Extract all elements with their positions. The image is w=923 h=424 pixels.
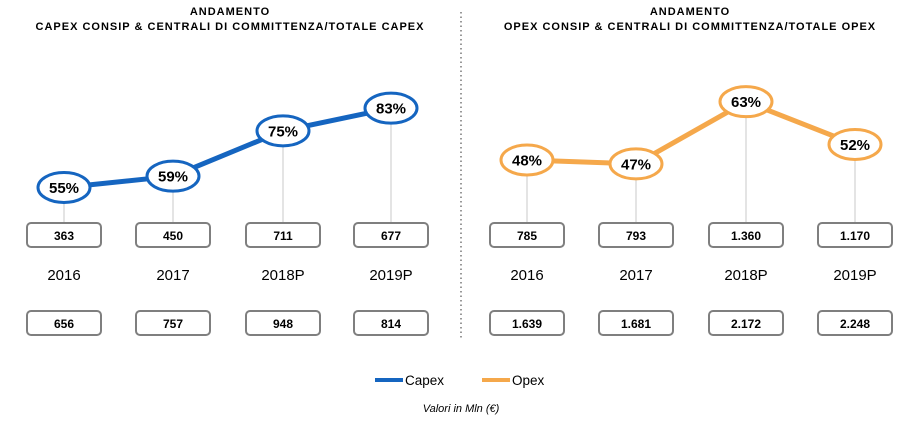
capex-point-label-2: 75% [268, 123, 298, 140]
opex-row2-box-1 [598, 310, 674, 336]
opex-title-line2: OPEX CONSIP & CENTRALI DI COMMITTENZA/TO… [504, 21, 876, 33]
legend-capex-label: Capex [405, 373, 444, 388]
capex-row2-box-0 [26, 310, 102, 336]
opex-row1-value-0: 785 [517, 229, 537, 243]
opex-point-2 [718, 85, 774, 119]
capex-point-3 [363, 91, 419, 125]
opex-row1-value-3: 1.170 [840, 229, 870, 243]
opex-row2-box-3 [817, 310, 893, 336]
opex-point-label-3: 52% [840, 137, 870, 154]
capex-title-line2: CAPEX CONSIP & CENTRALI DI COMMITTENZA/T… [36, 21, 425, 33]
capex-row1-value-1: 450 [163, 229, 183, 243]
capex-row1-box-2 [245, 222, 321, 248]
legend-opex-label: Opex [512, 373, 545, 388]
opex-row2-value-3: 2.248 [840, 317, 870, 331]
opex-point-0 [499, 143, 555, 177]
capex-row1-box-1 [135, 222, 211, 248]
capex-point-1 [145, 159, 201, 193]
capex-category-2: 2018P [261, 267, 304, 284]
capex-point-0 [36, 171, 92, 204]
capex-row1-value-3: 677 [381, 229, 401, 243]
capex-point-2 [255, 114, 311, 148]
opex-point-label-2: 63% [731, 94, 761, 111]
opex-row2-value-1: 1.681 [621, 317, 651, 331]
opex-row1-box-0 [489, 222, 565, 248]
capex-point-label-1: 59% [158, 169, 188, 186]
opex-title-line1: ANDAMENTO [650, 6, 730, 18]
opex-row1-box-1 [598, 222, 674, 248]
capex-row1-value-0: 363 [54, 229, 74, 243]
opex-category-3: 2019P [833, 267, 876, 284]
capex-row1-box-0 [26, 222, 102, 248]
capex-row2-value-2: 948 [273, 317, 293, 331]
opex-row2-value-0: 1.639 [512, 317, 542, 331]
capex-row2-box-1 [135, 310, 211, 336]
opex-category-0: 2016 [510, 267, 543, 284]
capex-category-0: 2016 [47, 267, 80, 284]
opex-point-3 [827, 127, 883, 161]
opex-category-2: 2018P [724, 267, 767, 284]
capex-row2-value-3: 814 [381, 317, 401, 331]
capex-row2-value-0: 656 [54, 317, 74, 331]
capex-row2-box-3 [353, 310, 429, 336]
capex-series-line [63, 105, 392, 190]
capex-point-label-0: 55% [49, 180, 79, 197]
opex-point-label-1: 47% [621, 156, 651, 173]
opex-row2-box-0 [489, 310, 565, 336]
capex-row2-value-1: 757 [163, 317, 183, 331]
opex-series-line [526, 99, 856, 167]
capex-title-line1: ANDAMENTO [190, 6, 270, 18]
opex-point-label-0: 48% [512, 153, 542, 170]
opex-row1-value-1: 793 [626, 229, 646, 243]
opex-row1-value-2: 1.360 [731, 229, 761, 243]
opex-point-1 [608, 147, 664, 181]
capex-row1-value-2: 711 [273, 229, 293, 243]
opex-row2-value-2: 2.172 [731, 317, 761, 331]
capex-point-label-3: 83% [376, 101, 406, 118]
capex-row2-box-2 [245, 310, 321, 336]
opex-row1-box-2 [708, 222, 784, 248]
capex-category-3: 2019P [369, 267, 412, 284]
opex-row1-box-3 [817, 222, 893, 248]
footnote: Valori in Mln (€) [423, 403, 500, 415]
opex-category-1: 2017 [619, 267, 652, 284]
capex-category-1: 2017 [156, 267, 189, 284]
capex-row1-box-3 [353, 222, 429, 248]
opex-row2-box-2 [708, 310, 784, 336]
